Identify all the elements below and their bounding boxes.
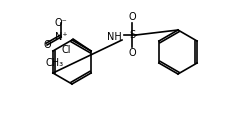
Text: O: O	[128, 12, 135, 22]
Text: O⁻: O⁻	[54, 18, 67, 28]
Text: N⁺: N⁺	[54, 32, 67, 42]
Text: S: S	[128, 30, 134, 40]
Text: Cl: Cl	[61, 45, 70, 55]
Text: O: O	[43, 40, 51, 50]
Text: O: O	[128, 48, 135, 58]
Text: NH: NH	[106, 32, 121, 42]
Text: CH₃: CH₃	[46, 58, 64, 68]
